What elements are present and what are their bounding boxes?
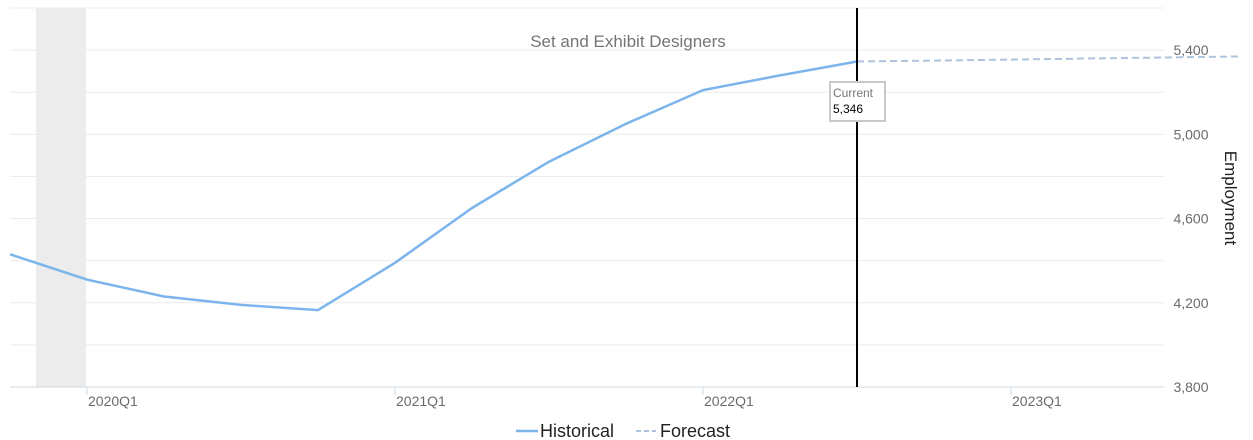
legend-item-forecast[interactable]: Forecast [636,421,730,440]
series-line-forecast [856,55,1243,63]
current-tooltip-label: Current [833,86,874,100]
y-tick-label: 3,800 [1173,379,1208,395]
y-tick-label: 4,600 [1173,211,1208,227]
recession-band [36,8,86,387]
legend-historical-label: Historical [540,421,614,440]
series-line-historical [9,60,858,312]
x-tick-label: 2023Q1 [1012,393,1062,409]
y-axis: 3,800 4,200 4,600 5,000 5,400 [1173,42,1208,395]
gridlines [10,7,1164,388]
y-axis-title: Employment [1221,151,1240,246]
current-tooltip-value: 5,346 [833,102,863,116]
x-tick-label: 2020Q1 [88,393,138,409]
legend-forecast-label: Forecast [660,421,730,440]
x-tick-label: 2021Q1 [396,393,446,409]
current-tooltip-box [829,81,886,122]
legend: Historical Forecast [516,421,730,440]
y-tick-label: 4,200 [1173,295,1208,311]
y-tick-label: 5,000 [1173,126,1208,142]
legend-item-historical[interactable]: Historical [516,421,614,440]
series [9,55,1243,312]
recession-shading [36,8,86,387]
chart-title: Set and Exhibit Designers [530,32,726,51]
x-tick-label: 2022Q1 [704,393,754,409]
y-tick-label: 5,400 [1173,42,1208,58]
x-axis: 2020Q1 2021Q1 2022Q1 2023Q1 [10,386,1164,409]
current-marker: Current 5,346 [829,8,886,387]
